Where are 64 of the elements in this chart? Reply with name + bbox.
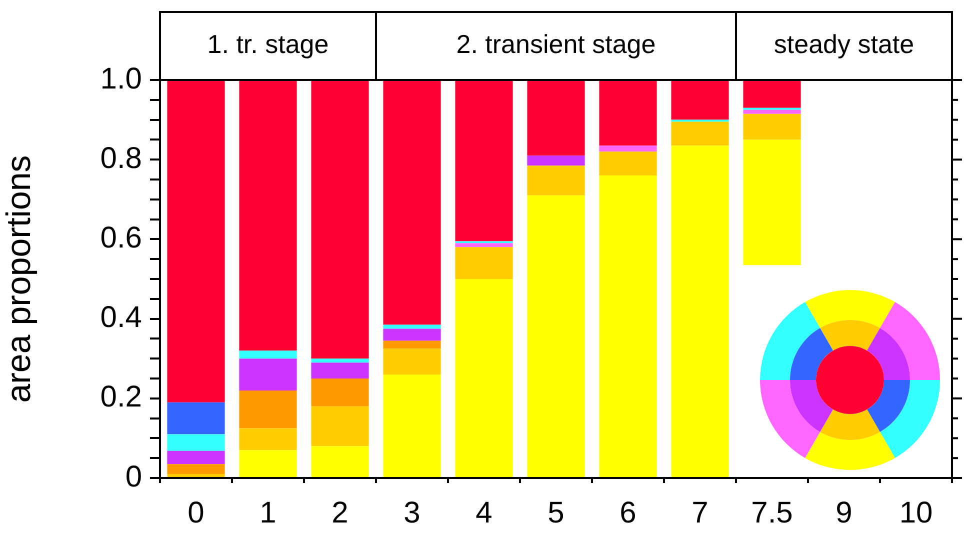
x-tick-label: 4 <box>476 496 492 530</box>
text: 2. transient stage <box>456 29 656 60</box>
bar <box>383 374 441 477</box>
bar <box>167 474 225 477</box>
bar <box>455 80 513 242</box>
y-tick-label: 0.8 <box>100 142 142 175</box>
bar <box>239 428 297 450</box>
x-tick-label: 3 <box>404 496 420 530</box>
bar <box>743 80 801 108</box>
bar <box>671 146 729 477</box>
x-tick-label: 7 <box>692 496 708 530</box>
y-tick-label: 1.0 <box>100 62 142 96</box>
bar <box>599 146 657 152</box>
bar <box>311 362 369 378</box>
bar <box>239 80 297 351</box>
bar <box>671 80 729 120</box>
bar <box>383 328 441 341</box>
x-tick-label: 5 <box>548 496 564 530</box>
bar <box>527 166 585 196</box>
bar <box>239 358 297 390</box>
bar <box>599 80 657 146</box>
bar <box>167 80 225 402</box>
bar <box>239 450 297 477</box>
bar <box>383 340 441 349</box>
bar <box>311 80 369 359</box>
bar <box>743 114 801 140</box>
x-tick-label: 9 <box>836 496 852 530</box>
text: 1. tr. stage <box>207 29 329 60</box>
x-tick-label: 10 <box>899 496 933 530</box>
text: steady state <box>774 29 914 60</box>
bar <box>527 195 585 477</box>
bar <box>455 279 513 477</box>
y-tick-label: 0.6 <box>100 221 142 254</box>
bar <box>311 446 369 477</box>
bar <box>743 140 801 266</box>
bar <box>311 406 369 446</box>
y-tick-label: 0.2 <box>100 380 142 414</box>
bar <box>527 80 585 156</box>
bar <box>743 110 801 114</box>
bar <box>167 450 225 464</box>
bar <box>383 80 441 325</box>
bar <box>599 176 657 477</box>
y-tick-label: 0.4 <box>100 301 142 334</box>
x-tick-label: 7.5 <box>751 496 793 530</box>
bar <box>239 390 297 428</box>
bar <box>671 122 729 146</box>
bar <box>527 156 585 166</box>
x-tick-label: 2 <box>332 496 348 530</box>
bar <box>167 402 225 434</box>
y-tick-label: 0 <box>125 460 142 494</box>
x-tick-label: 6 <box>620 496 636 530</box>
bar <box>167 464 225 474</box>
bar <box>599 152 657 176</box>
x-tick-label: 1 <box>260 496 276 530</box>
x-tick-label: 0 <box>188 496 204 530</box>
y-axis-title: area proportions <box>0 155 38 403</box>
bar <box>455 243 513 248</box>
bar <box>455 247 513 279</box>
bar <box>311 378 369 406</box>
bar <box>167 434 225 451</box>
bar <box>311 358 369 363</box>
bar <box>239 350 297 359</box>
bar <box>383 324 441 329</box>
bar <box>383 348 441 375</box>
